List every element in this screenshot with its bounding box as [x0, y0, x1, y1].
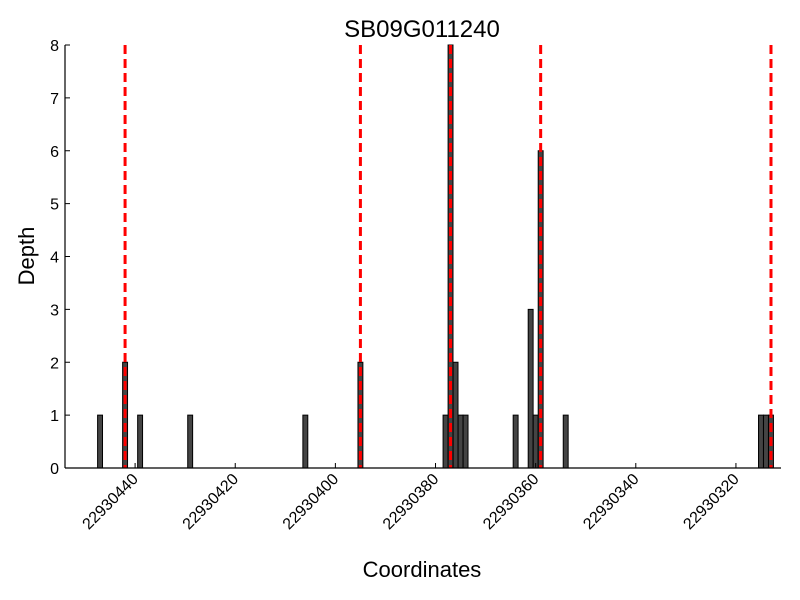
depth-bar	[763, 414, 769, 469]
ticks-layer: 0 1 2 3 4 5 6 7 8 22930440 22930420 22930400 2293038…	[50, 38, 743, 533]
x-tick-label: 22930400	[280, 471, 342, 533]
y-axis-title: Depth	[14, 227, 39, 286]
depth-bar	[537, 150, 544, 469]
x-tick-label: 22930420	[180, 471, 242, 533]
x-tick-label: 22930340	[580, 471, 642, 533]
y-tick-label: 1	[50, 408, 59, 425]
x-axis-title: Coordinates	[363, 557, 482, 582]
x-tick-label: 22930320	[680, 471, 742, 533]
y-tick-label: 7	[50, 91, 59, 108]
depth-bar	[452, 361, 459, 469]
y-tick-label: 5	[50, 197, 59, 214]
depth-bar	[137, 414, 144, 469]
depth-bar	[97, 414, 104, 469]
reference-lines-layer	[123, 45, 773, 468]
x-tick-label: 22930440	[80, 471, 142, 533]
depth-bar	[562, 414, 569, 469]
depth-bar	[527, 308, 534, 469]
depth-bar	[512, 414, 519, 469]
axes-layer	[64, 45, 781, 469]
x-tick-label: 22930360	[480, 471, 542, 533]
depth-bar	[457, 414, 464, 469]
depth-bar	[462, 414, 469, 469]
y-tick-label: 3	[50, 302, 59, 319]
y-tick-label: 0	[50, 461, 59, 478]
depth-bar	[758, 414, 764, 469]
bars-layer	[97, 44, 774, 469]
y-tick-label: 8	[50, 38, 59, 55]
chart-title: SB09G011240	[344, 16, 500, 43]
depth-bar	[532, 414, 539, 469]
depth-bar	[302, 414, 309, 469]
depth-bar	[442, 414, 449, 469]
y-tick-label: 6	[50, 144, 59, 161]
y-tick-label: 2	[50, 355, 59, 372]
x-tick-label: 22930380	[380, 471, 442, 533]
y-tick-label: 4	[50, 250, 59, 267]
depth-bar	[187, 414, 194, 469]
